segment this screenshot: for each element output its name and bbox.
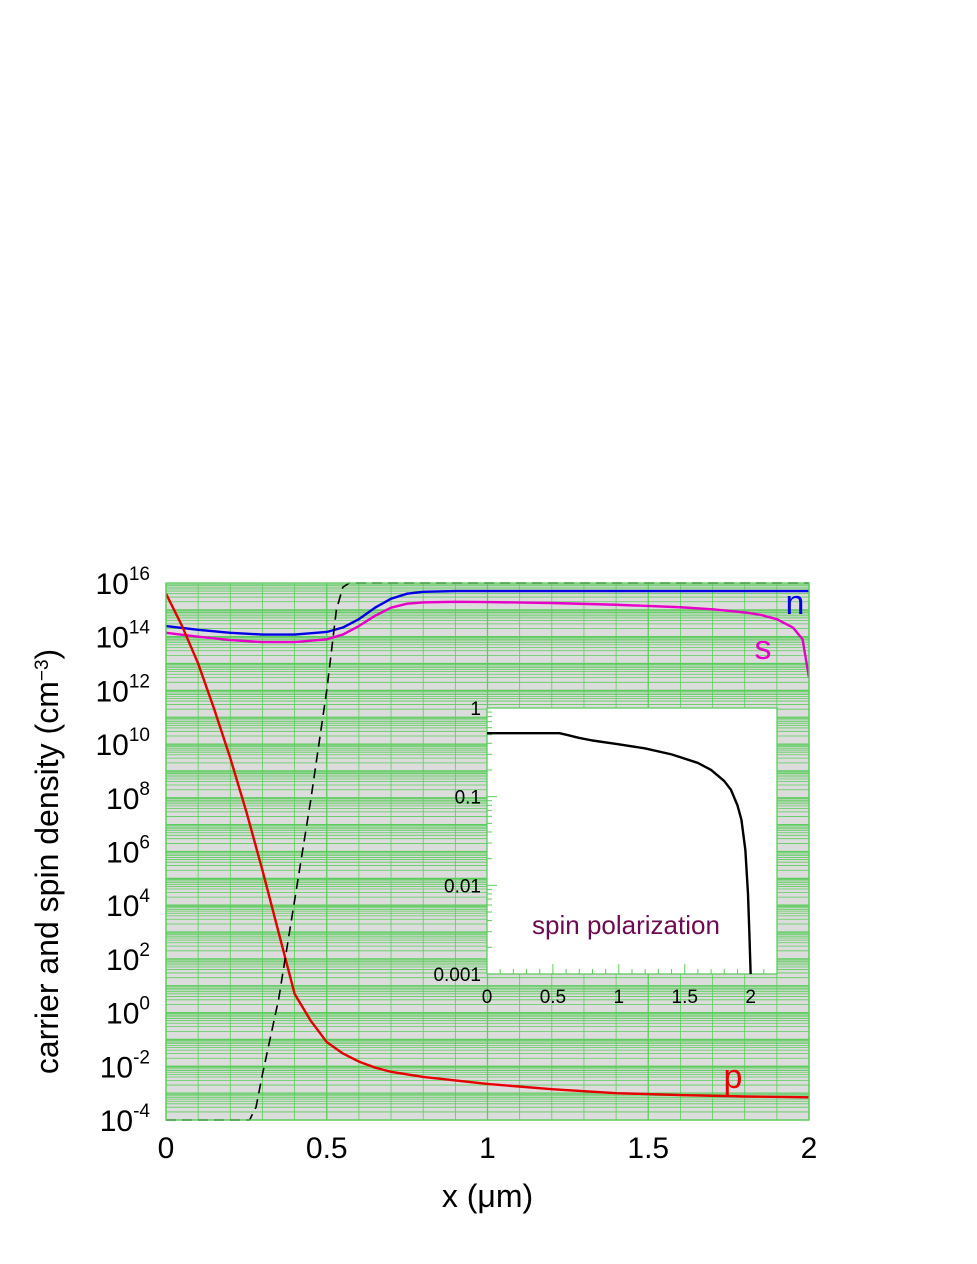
inset-y-tick-label: 0.1 <box>455 788 481 809</box>
series-label-s: s <box>755 629 772 667</box>
inset-x-tick-label: 1.5 <box>672 987 698 1008</box>
series-line-s <box>166 600 809 678</box>
x-tick-label: 2 <box>801 1132 818 1165</box>
y-axis-title: carrier and spin density (cm−3) <box>29 649 65 1074</box>
x-tick-label: 1.5 <box>627 1132 669 1165</box>
y-axis-title-exponent: −3 <box>32 659 53 681</box>
y-axis-title-main: carrier and spin density (cm <box>29 681 65 1074</box>
main-series-group <box>166 582 809 1121</box>
y-tick-label: 1010 <box>95 725 150 762</box>
inset-title: spin polarization <box>532 910 720 940</box>
inset-series-line <box>487 731 752 975</box>
main-x-tick-labels: 0 0.5 1 1.5 2 <box>158 1132 818 1165</box>
y-tick-label: 1014 <box>95 618 150 655</box>
inset-x-tick-label: 0.5 <box>540 987 566 1008</box>
inset-x-tick-label: 2 <box>745 987 756 1008</box>
series-line-n <box>166 589 809 636</box>
main-y-tick-labels: 1016 1014 1012 1010 108 106 104 102 100 10-2 10-4 <box>95 564 150 1138</box>
series-label-p: p <box>724 1058 743 1096</box>
y-tick-label: 10-2 <box>100 1047 150 1084</box>
series-label-n: n <box>786 584 805 622</box>
y-tick-label: 1012 <box>95 671 150 708</box>
inset-x-tick-label: 0 <box>482 987 493 1008</box>
inset-y-tick-label: 0.001 <box>433 965 481 986</box>
y-axis-title-close: ) <box>29 649 65 660</box>
x-tick-label: 1 <box>479 1132 496 1165</box>
y-tick-label: 108 <box>106 779 150 816</box>
x-tick-label: 0 <box>158 1132 175 1165</box>
y-tick-label: 1016 <box>95 564 150 601</box>
y-tick-label: 106 <box>106 833 150 870</box>
x-tick-label: 0.5 <box>306 1132 348 1165</box>
y-tick-label: 102 <box>106 940 150 977</box>
y-tick-label: 104 <box>106 886 150 923</box>
series-line-p <box>166 593 809 1099</box>
inset-y-tick-label: 0.01 <box>444 876 481 897</box>
inset-series-group <box>487 731 752 975</box>
inset-tick-marks <box>486 711 778 975</box>
y-tick-label: 100 <box>106 994 150 1031</box>
series-labels: ns p <box>724 584 805 1096</box>
inset-y-tick-labels: 1 0.1 0.01 0.001 <box>433 699 481 986</box>
x-axis-title: x (μm) <box>442 1178 533 1214</box>
main-plot-frame <box>165 582 810 1121</box>
inset-y-tick-label: 1 <box>470 699 481 720</box>
y-tick-label: 10-4 <box>100 1101 151 1138</box>
inset-plot-area <box>486 707 778 975</box>
inset-x-tick-labels: 0 0.5 1 1.5 2 <box>482 987 756 1008</box>
inset-x-tick-label: 1 <box>614 987 625 1008</box>
